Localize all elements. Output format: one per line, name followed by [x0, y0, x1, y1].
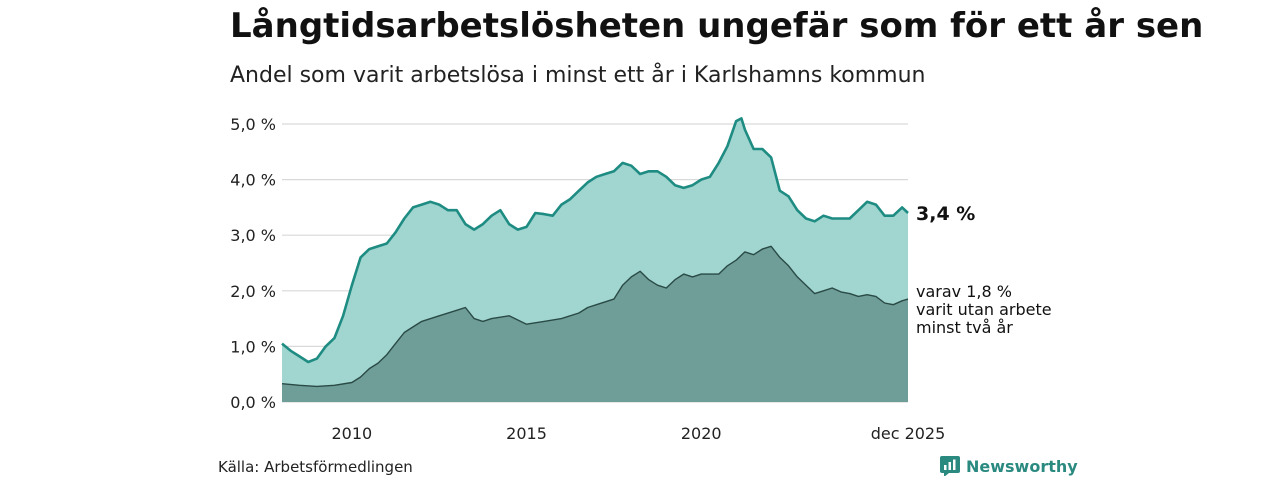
end-label-long-line: varav 1,8 % — [916, 282, 1012, 301]
x-tick-label: 2020 — [681, 424, 722, 443]
y-tick-label: 5,0 % — [230, 115, 276, 134]
y-tick-label: 4,0 % — [230, 171, 276, 190]
chart-subtitle: Andel som varit arbetslösa i minst ett å… — [230, 63, 926, 88]
source-note: Källa: Arbetsförmedlingen — [218, 458, 413, 476]
end-label-long-line: varit utan arbete — [916, 300, 1052, 319]
x-tick-label: dec 2025 — [871, 424, 946, 443]
y-tick-label: 3,0 % — [230, 226, 276, 245]
x-tick-label: 2010 — [332, 424, 373, 443]
y-tick-label: 0,0 % — [230, 393, 276, 412]
newsworthy-icon — [940, 456, 960, 476]
end-label-long-line: minst två år — [916, 318, 1013, 337]
y-tick-label: 2,0 % — [230, 282, 276, 301]
brand-logo[interactable]: Newsworthy — [940, 456, 1078, 476]
series-line-long — [281, 245, 909, 388]
series-area-long — [282, 246, 908, 402]
x-tick-label: 2015 — [506, 424, 547, 443]
series-line-total — [281, 117, 909, 364]
brand-name: Newsworthy — [966, 456, 1078, 476]
end-label-total: 3,4 % — [916, 203, 975, 225]
chart-title: Långtidsarbetslösheten ungefär som för e… — [230, 6, 1204, 46]
y-tick-label: 1,0 % — [230, 337, 276, 356]
